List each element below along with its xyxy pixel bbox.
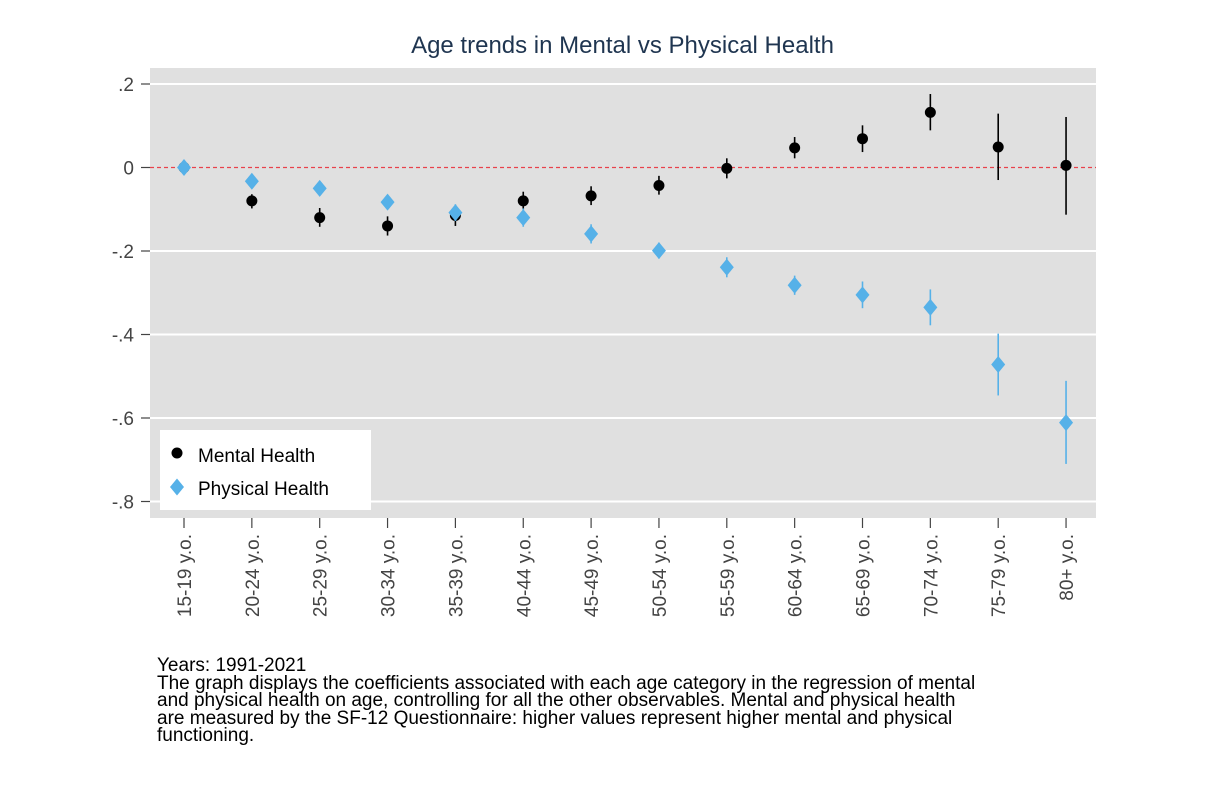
y-axis: .2 0 -.2 -.4 -.6 -.8 — [112, 75, 150, 514]
x-tick-label: 25-29 y.o. — [311, 534, 332, 617]
data-point-mental-health — [653, 179, 665, 191]
data-point-mental-health — [585, 190, 597, 202]
legend: Mental Health Physical Health — [160, 430, 371, 510]
x-tick-label: 15-19 y.o. — [175, 534, 196, 617]
y-tick-label: -.4 — [112, 326, 135, 347]
x-tick-label: 60-64 y.o. — [786, 534, 807, 617]
data-point-physical-health — [516, 209, 531, 227]
x-tick-label: 70-74 y.o. — [921, 534, 942, 617]
data-point-mental-health — [924, 106, 936, 118]
y-tick-label: 0 — [123, 159, 134, 180]
legend-label-mental-health: Mental Health — [198, 446, 315, 467]
data-point-mental-health — [857, 133, 868, 145]
note-years: Years: 1991-2021 — [157, 655, 307, 676]
data-point-mental-health — [1060, 159, 1072, 171]
data-point-physical-health — [244, 172, 259, 190]
x-tick-label: 45-49 y.o. — [582, 534, 603, 617]
data-point-physical-health — [651, 242, 666, 260]
data-point-physical-health — [923, 298, 938, 316]
chart-title: Age trends in Mental vs Physical Health — [411, 32, 834, 59]
data-point-physical-health — [719, 258, 734, 276]
x-tick-label: 80+ y.o. — [1057, 534, 1078, 601]
x-tick-label: 55-59 y.o. — [718, 534, 739, 617]
legend-marker-physical-health — [170, 478, 184, 496]
note-text-line-3: are measured by the SF-12 Questionnaire:… — [157, 707, 953, 729]
data-point-physical-health — [312, 179, 327, 197]
x-tick-label: 50-54 y.o. — [650, 534, 671, 617]
data-point-physical-health — [787, 276, 802, 294]
x-tick-label: 75-79 y.o. — [989, 534, 1010, 617]
y-tick-label: -.8 — [112, 493, 134, 514]
data-point-mental-health — [992, 141, 1004, 153]
legend-marker-mental-health — [171, 447, 183, 459]
data-point-physical-health — [991, 356, 1006, 374]
x-tick-label: 35-39 y.o. — [446, 534, 467, 617]
data-point-mental-health — [721, 162, 733, 174]
data-point-physical-health — [177, 159, 191, 176]
note-text-line-1: The graph displays the coefficients asso… — [157, 672, 976, 694]
data-point-mental-health — [246, 195, 258, 207]
y-tick-label: -.6 — [112, 409, 134, 430]
data-point-mental-health — [314, 212, 326, 224]
x-axis: 15-19 y.o. 20-24 y.o. 25-29 y.o. 30-34 y.o.… — [175, 518, 1078, 617]
data-point-mental-health — [789, 142, 801, 154]
data-point-physical-health — [855, 286, 870, 304]
x-tick-label: 40-44 y.o. — [514, 534, 535, 617]
note-text-line-4: functioning. — [157, 725, 255, 746]
legend-box — [160, 430, 371, 510]
x-tick-label: 20-24 y.o. — [243, 534, 264, 617]
data-point-physical-health — [380, 193, 395, 211]
data-point-physical-health — [584, 225, 599, 243]
data-layer — [177, 94, 1074, 464]
note-text-line-2: and physical health on age, controlling … — [157, 690, 956, 711]
data-point-mental-health — [382, 220, 394, 232]
data-point-physical-health — [448, 204, 463, 222]
legend-label-physical-health: Physical Health — [198, 479, 329, 500]
data-point-physical-health — [1059, 414, 1074, 432]
series-physical-health — [177, 159, 1074, 464]
x-tick-label: 65-69 y.o. — [854, 534, 875, 617]
data-point-mental-health — [517, 195, 529, 207]
y-tick-label: .2 — [118, 75, 134, 96]
figure-note: Years: 1991-2021 The graph displays the … — [157, 655, 1117, 746]
y-tick-label: -.2 — [112, 242, 134, 263]
x-tick-label: 30-34 y.o. — [379, 534, 400, 617]
